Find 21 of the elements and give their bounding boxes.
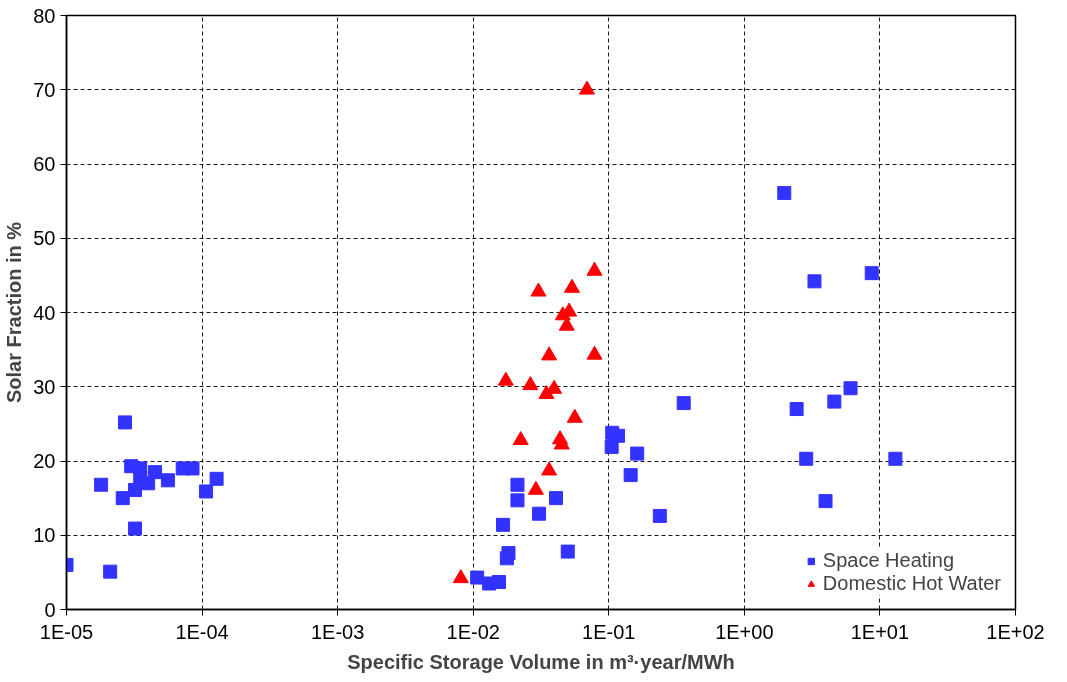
y-tick-label: 20 bbox=[33, 450, 56, 472]
y-tick-label: 10 bbox=[33, 524, 56, 547]
y-tick-label: 0 bbox=[44, 598, 56, 621]
x-tick-label: 1E+02 bbox=[986, 620, 1045, 643]
y-tick-label: 70 bbox=[33, 78, 56, 101]
legend-label: Domestic Hot Water bbox=[822, 572, 1001, 595]
y-tick-label: 50 bbox=[33, 227, 56, 250]
y-tick-label: 40 bbox=[33, 301, 56, 324]
y-tick-label: 60 bbox=[33, 153, 56, 175]
y-tick-label: 80 bbox=[33, 4, 56, 27]
x-tick-label: 1E+01 bbox=[850, 620, 910, 643]
x-tick-label: 1E-04 bbox=[175, 620, 229, 643]
x-tick-label: 1E+00 bbox=[715, 620, 774, 643]
x-axis-title: Specific Storage Volume in m³·year/MWh bbox=[347, 650, 735, 673]
legend-label: Space Heating bbox=[822, 549, 955, 572]
x-tick-label: 1E-01 bbox=[582, 620, 636, 643]
x-tick-label: 1E-05 bbox=[39, 620, 94, 643]
y-axis-title: Solar Fraction in % bbox=[3, 221, 26, 404]
x-tick-label: 1E-02 bbox=[446, 620, 500, 643]
x-tick-label: 1E-03 bbox=[310, 620, 365, 643]
y-tick-label: 30 bbox=[33, 375, 56, 398]
